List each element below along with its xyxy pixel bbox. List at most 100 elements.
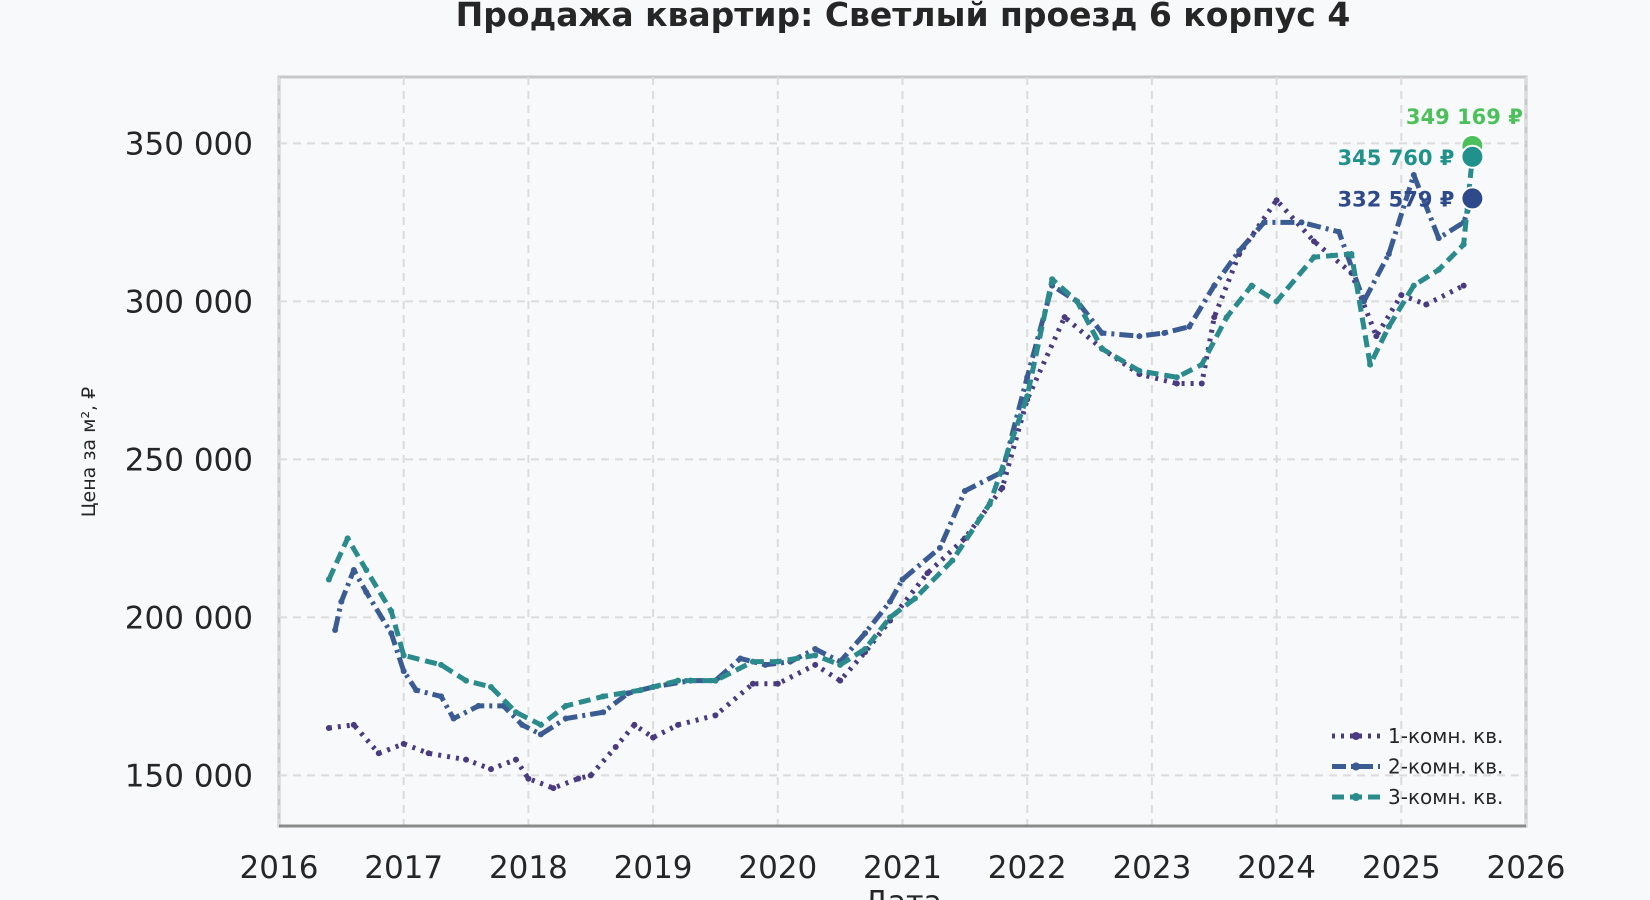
data-point: [612, 743, 619, 750]
data-point: [862, 646, 869, 653]
data-point: [1348, 250, 1355, 257]
legend-label: 2-комн. кв.: [1388, 755, 1503, 779]
legend-item: 3-комн. кв.: [1332, 785, 1503, 809]
data-point: [1211, 314, 1218, 321]
data-point: [999, 484, 1006, 491]
data-point: [1385, 323, 1392, 330]
data-point: [388, 630, 395, 637]
annotations: 349 169 ₽ 345 760 ₽ 332 579 ₽: [1337, 105, 1522, 211]
data-point: [1198, 380, 1205, 387]
data-point: [438, 661, 445, 668]
data-point: [1373, 333, 1380, 340]
data-point: [961, 488, 968, 495]
data-point: [512, 709, 519, 716]
data-point: [587, 772, 594, 779]
chart-title: Продажа квартир: Светлый проезд 6 корпус…: [456, 0, 1351, 34]
y-tick-label: 350 000: [125, 126, 253, 162]
annotation-label: 349 169 ₽: [1406, 105, 1523, 129]
data-point: [949, 557, 956, 564]
data-point: [388, 608, 395, 615]
y-tick-label: 250 000: [125, 442, 253, 478]
data-point: [325, 576, 332, 583]
data-point: [1311, 254, 1318, 261]
data-point: [1398, 292, 1405, 299]
series-1: [325, 197, 1467, 792]
data-point: [438, 693, 445, 700]
x-axis-label: Дата: [864, 885, 942, 900]
data-point: [712, 712, 719, 719]
data-point: [1360, 298, 1367, 305]
data-point: [400, 668, 407, 675]
legend-item: 2-комн. кв.: [1332, 755, 1503, 779]
data-point: [413, 687, 420, 694]
annotation-label: 332 579 ₽: [1337, 187, 1454, 211]
data-point: [986, 500, 993, 507]
data-point: [1311, 238, 1318, 245]
data-point: [749, 680, 756, 687]
data-point: [562, 715, 569, 722]
series-3: [325, 153, 1476, 728]
data-point: [1211, 282, 1218, 289]
data-point: [350, 721, 357, 728]
data-point: [1161, 329, 1168, 336]
data-point: [1435, 235, 1442, 242]
x-tick-label: 2016: [240, 850, 319, 886]
data-point: [1335, 228, 1342, 235]
plot-area: [277, 75, 1528, 828]
y-axis: 150 000 200 000 250 000 300 000 350 000: [125, 126, 253, 794]
data-point: [463, 756, 470, 763]
legend-marker: [1352, 732, 1360, 740]
data-point: [650, 734, 657, 741]
data-point: [363, 589, 370, 596]
x-tick-label: 2018: [489, 850, 568, 886]
x-tick-label: 2024: [1237, 850, 1316, 886]
data-point: [631, 721, 638, 728]
x-tick-label: 2020: [738, 850, 817, 886]
data-point: [1074, 298, 1081, 305]
data-point: [1410, 171, 1417, 178]
data-point: [325, 725, 332, 732]
data-point: [537, 731, 544, 738]
data-point: [1136, 333, 1143, 340]
data-point: [1099, 329, 1106, 336]
data-point: [575, 775, 582, 782]
data-point: [1435, 266, 1442, 273]
data-point: [911, 595, 918, 602]
data-point: [675, 677, 682, 684]
data-point: [400, 652, 407, 659]
x-tick-label: 2023: [1112, 850, 1191, 886]
legend-label: 1-комн. кв.: [1388, 724, 1503, 748]
data-point: [1460, 282, 1467, 289]
data-point: [475, 702, 482, 709]
y-tick-label: 150 000: [125, 758, 253, 794]
data-point: [1198, 361, 1205, 368]
x-tick-label: 2021: [863, 850, 942, 886]
data-point: [936, 544, 943, 551]
annotation-dot: [1460, 186, 1485, 211]
data-point: [1223, 314, 1230, 321]
series-2: [332, 171, 1476, 738]
series-line: [328, 197, 1465, 791]
x-tick-label: 2025: [1362, 850, 1441, 886]
data-point: [375, 750, 382, 757]
data-point: [519, 721, 526, 728]
data-point: [487, 683, 494, 690]
data-point: [425, 750, 432, 757]
data-point: [812, 646, 819, 653]
data-point: [837, 661, 844, 668]
grid: [278, 77, 1527, 826]
data-point: [749, 658, 756, 665]
data-point: [332, 627, 339, 634]
series-line: [332, 172, 1475, 737]
data-point: [1024, 393, 1031, 400]
data-point: [1099, 345, 1106, 352]
data-point: [887, 614, 894, 621]
x-tick-label: 2022: [988, 850, 1067, 886]
data-point: [1173, 380, 1180, 387]
y-axis-label: Цена за м², ₽: [78, 387, 100, 517]
data-point: [1423, 301, 1430, 308]
data-point: [450, 715, 457, 722]
data-point: [363, 567, 370, 574]
x-tick-label: 2026: [1487, 850, 1566, 886]
